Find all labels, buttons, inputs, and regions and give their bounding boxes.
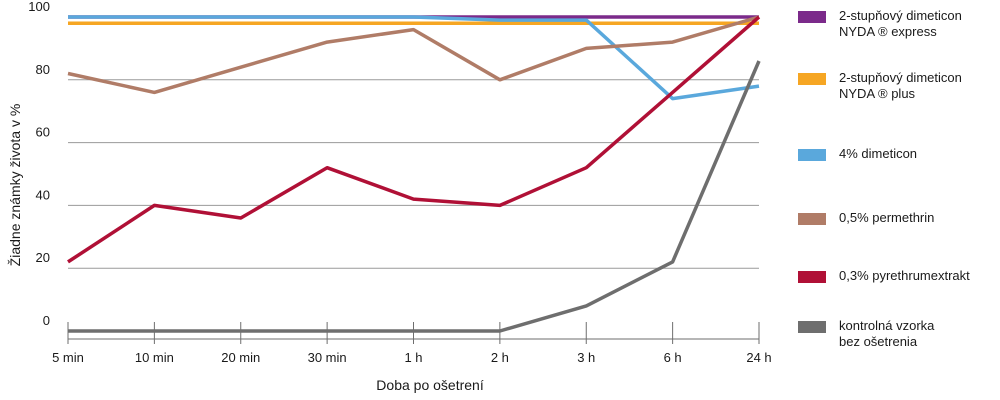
x-tick-label: 3 h [577,350,595,365]
series-line-3 [67,15,760,95]
legend-item: 0,5% permethrin [798,210,934,226]
x-tick-label: 30 min [308,350,347,365]
legend-item: kontrolná vzorka bez ošetrenia [798,318,934,350]
series-line-2 [68,15,760,101]
x-tick-label: 5 min [52,350,84,365]
legend-label: 0,3% pyrethrumextrakt [839,268,970,283]
legend-label: 2-stupňový dimeticon NYDA ® express [839,8,962,39]
legend-item: 0,3% pyrethrumextrakt [798,268,970,284]
x-axis-title: Doba po ošetrení [376,377,484,393]
x-tick-label: 10 min [135,350,174,365]
x-tick-label: 24 h [746,350,771,365]
y-tick-label: 40 [36,187,50,202]
series-line-5 [68,60,761,333]
legend-label: 2-stupňový dimeticon NYDA ® plus [839,70,962,101]
legend-swatch [798,73,826,85]
x-axis-tick-labels: 5 min 10 min 20 min 30 min 1 h 2 h 3 h 6 h 24 h [52,350,772,365]
legend-swatch [798,321,826,333]
series-line-4 [67,15,761,264]
legend-swatch [798,11,826,23]
y-tick-label: 100 [28,0,50,14]
y-tick-label: 60 [36,125,50,140]
y-tick-label: 20 [36,250,50,265]
y-tick-label: 80 [36,62,50,77]
x-tick-label: 20 min [221,350,260,365]
x-tick-label: 6 h [664,350,682,365]
legend-item: 2-stupňový dimeticon NYDA ® express [798,8,962,40]
grid-lines [68,16,759,269]
legend-item: 4% dimeticon [798,146,917,162]
x-tick-label: 1 h [404,350,422,365]
series-lines [67,15,761,333]
legend-swatch [798,149,826,161]
legend-label: 0,5% permethrin [839,210,935,225]
legend: 2-stupňový dimeticon NYDA ® express 2-stu… [798,0,998,400]
x-tick-label: 2 h [491,350,509,365]
y-axis-tick-labels: 0 20 40 60 80 100 [28,0,50,328]
legend-label: kontrolná vzorka bez ošetrenia [839,318,935,349]
legend-swatch [798,213,826,225]
legend-label: 4% dimeticon [839,146,918,161]
legend-swatch [798,271,826,283]
x-axis [67,322,760,344]
y-axis-title: Žiadne známky života v % [7,104,23,267]
y-tick-label: 0 [43,313,50,328]
legend-item: 2-stupňový dimeticon NYDA ® plus [798,70,962,102]
